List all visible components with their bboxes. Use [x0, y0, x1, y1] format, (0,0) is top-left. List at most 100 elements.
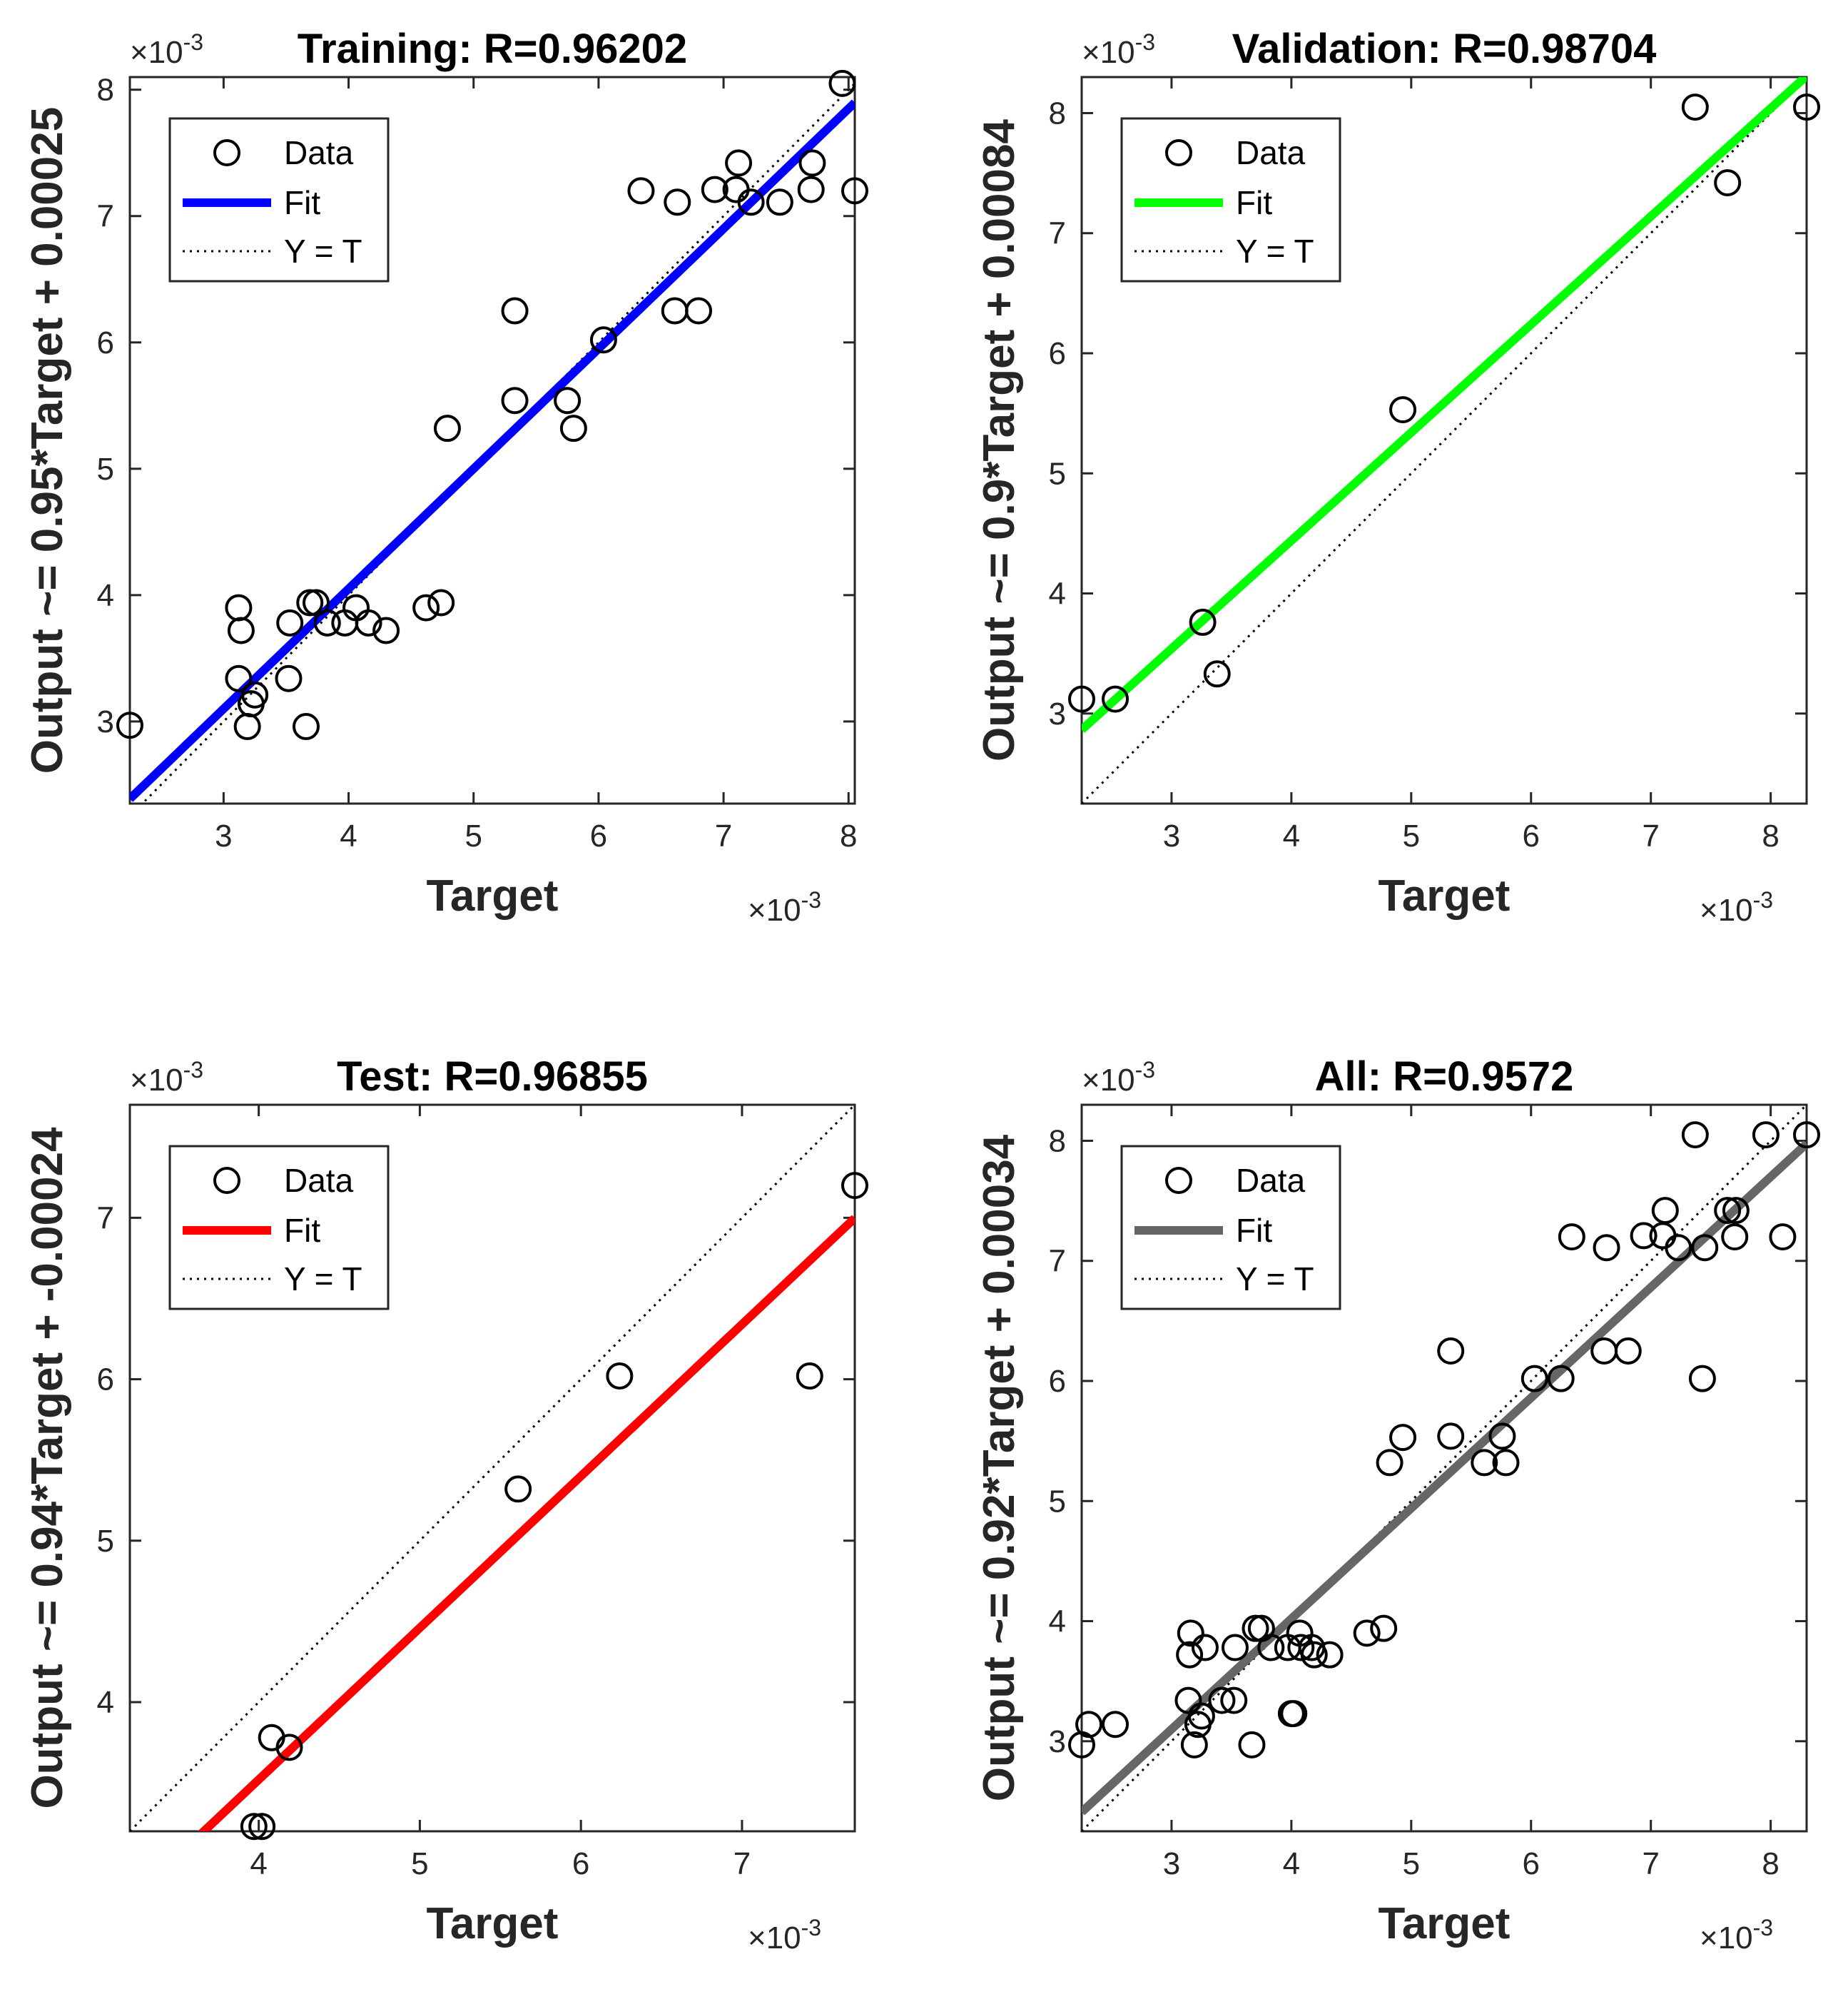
data-point [1221, 1634, 1249, 1661]
legend-identity-label: Y = T [284, 233, 362, 270]
data-point [1102, 1711, 1129, 1739]
data-point [1651, 1197, 1679, 1225]
data-point [798, 149, 826, 177]
fit-line [198, 1215, 855, 1831]
x-exponent-label: ×10-3 [748, 1915, 821, 1955]
legend: Data Fit Y = T [168, 117, 390, 283]
x-tick-label: 8 [1762, 1846, 1779, 1881]
x-tick-label: 3 [215, 819, 232, 854]
y-tick-label: 6 [1049, 1364, 1066, 1399]
data-point [296, 589, 324, 617]
data-point [1287, 1634, 1315, 1661]
y-tick-label: 3 [1049, 697, 1066, 732]
data-point [275, 664, 303, 692]
data-point [240, 1813, 268, 1841]
data-point [1688, 1365, 1716, 1392]
data-point [1203, 660, 1231, 688]
y-tick-label: 7 [97, 1200, 114, 1235]
x-axis-label: Target [1379, 871, 1511, 921]
data-point [1176, 1641, 1204, 1669]
x-exponent-label: ×10-3 [1700, 1915, 1773, 1955]
data-point [1665, 1234, 1692, 1262]
x-tick-label: 8 [1762, 819, 1779, 854]
y-axis-label: Output ~= 0.9*Target + 0.00084 [975, 118, 1024, 761]
data-point [1068, 685, 1095, 713]
data-point [501, 297, 529, 325]
x-axis-label: Target [427, 1899, 559, 1948]
data-point [1316, 1641, 1344, 1669]
y-axis-label: Output ~= 0.94*Target + -0.00024 [23, 1127, 72, 1809]
data-point [841, 1172, 868, 1200]
legend-identity-label: Y = T [284, 1260, 362, 1297]
data-point [501, 387, 529, 415]
legend-data-label: Data [1236, 1162, 1306, 1199]
data-point [1769, 1223, 1797, 1251]
data-point [1102, 685, 1129, 713]
x-tick-label: 3 [1163, 1846, 1180, 1881]
y-exponent-label: ×10-3 [1082, 29, 1155, 70]
data-point [1520, 1365, 1548, 1392]
x-tick-label: 4 [340, 819, 357, 854]
y-tick-label: 6 [97, 1362, 114, 1397]
data-point [1793, 1121, 1820, 1149]
data-point [1075, 1711, 1103, 1739]
exponent-power: -3 [1753, 1915, 1773, 1940]
data-point [554, 387, 582, 415]
data-point [248, 1813, 276, 1841]
data-point [1389, 1424, 1417, 1452]
plot-area [1082, 77, 1807, 804]
exponent-power: -3 [183, 29, 203, 55]
data-point [1681, 1121, 1709, 1149]
legend: Data Fit Y = T [1120, 1145, 1341, 1310]
y-tick-label: 8 [97, 73, 114, 108]
x-tick-label: 6 [572, 1846, 589, 1881]
data-point [1189, 608, 1217, 636]
exponent-base: ×10 [130, 1063, 183, 1098]
data-point [116, 712, 143, 739]
data-point [766, 188, 793, 216]
data-point [372, 617, 400, 644]
data-point [737, 188, 765, 216]
data-point [1280, 1700, 1308, 1728]
x-tick-label: 5 [1403, 819, 1420, 854]
exponent-power: -3 [1135, 29, 1155, 55]
data-point [1187, 1702, 1215, 1730]
exponent-power: -3 [1753, 887, 1773, 913]
y-tick-label: 4 [1049, 1604, 1066, 1639]
data-point [355, 609, 382, 637]
exponent-base: ×10 [1082, 1063, 1135, 1098]
data-point [427, 589, 455, 617]
data-point [1257, 1634, 1285, 1661]
data-point [1437, 1422, 1465, 1450]
y-tick-label: 8 [1049, 96, 1066, 131]
legend-data-label: Data [284, 1162, 354, 1199]
data-point [664, 188, 691, 216]
data-point [1691, 1234, 1719, 1262]
data-point [1614, 1337, 1642, 1365]
y-tick-label: 3 [97, 704, 114, 739]
y-tick-label: 5 [1049, 456, 1066, 491]
data-point [1174, 1686, 1202, 1714]
data-point [1558, 1223, 1585, 1251]
y-tick-label: 4 [1049, 577, 1066, 612]
exponent-base: ×10 [748, 1920, 801, 1955]
x-tick-label: 4 [250, 1846, 267, 1881]
y-tick-label: 5 [97, 452, 114, 487]
x-tick-label: 8 [840, 819, 857, 854]
exponent-base: ×10 [1700, 1920, 1753, 1955]
data-point [589, 326, 617, 354]
exponent-base: ×10 [1082, 35, 1135, 70]
plot-title: Test: R=0.96855 [337, 1053, 648, 1100]
fit-line [1082, 1140, 1807, 1816]
data-point [1376, 1449, 1403, 1477]
legend-data-label: Data [284, 134, 354, 171]
x-exponent-label: ×10-3 [1700, 887, 1773, 928]
y-exponent-label: ×10-3 [1082, 1057, 1155, 1098]
exponent-power: -3 [183, 1057, 203, 1083]
data-point [606, 1362, 634, 1390]
x-tick-label: 4 [1283, 819, 1300, 854]
x-axis-label: Target [427, 871, 559, 921]
